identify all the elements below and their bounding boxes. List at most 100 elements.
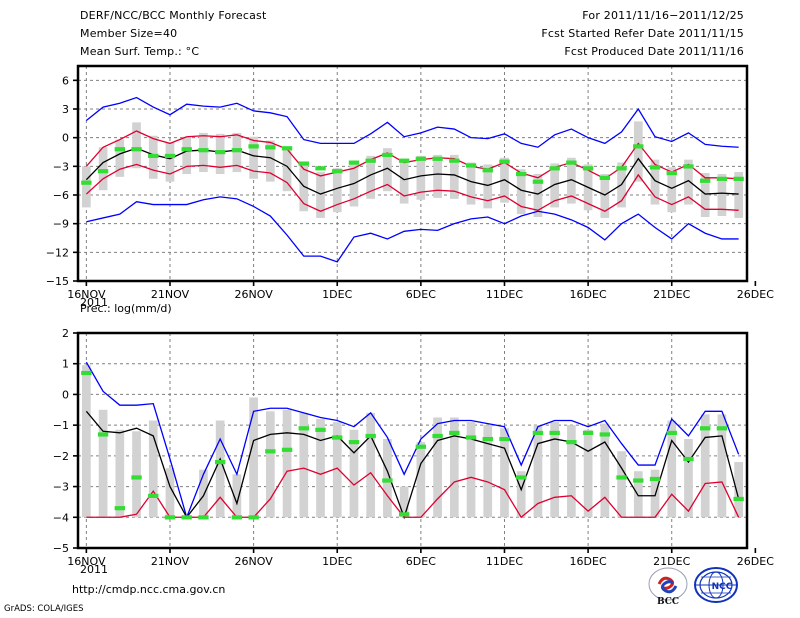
ensemble-spread-bar	[650, 159, 660, 205]
ensemble-spread-bar	[265, 140, 275, 182]
series-line-mean	[85, 410, 740, 520]
median-marker	[599, 432, 611, 437]
median-marker	[248, 144, 259, 149]
ensemble-spread-bar	[165, 142, 175, 182]
ensemble-spread-bar	[115, 139, 125, 177]
median-marker	[582, 430, 594, 436]
ensemble-spread-bar	[734, 172, 743, 218]
median-marker	[549, 166, 560, 171]
median-marker	[499, 436, 510, 442]
ensemble-spread-bar	[684, 438, 693, 518]
series-line-lower_quartile	[86, 467, 740, 519]
ensemble-spread-bar	[316, 172, 325, 218]
x-tick-label: 16NOV	[67, 288, 106, 301]
series-line-upper_quartile	[85, 130, 739, 180]
median-marker	[164, 153, 176, 159]
median-marker	[365, 433, 376, 439]
median-marker	[332, 169, 343, 174]
median-marker	[700, 178, 711, 183]
ensemble-spread-bar	[567, 157, 576, 204]
ensemble-spread-bar	[483, 164, 493, 209]
ensemble-spread-bar	[165, 468, 175, 518]
median-marker	[616, 166, 627, 171]
median-marker	[516, 475, 527, 480]
ensemble-spread-bar	[299, 165, 309, 212]
median-marker	[666, 171, 677, 176]
ensemble-spread-bar	[399, 158, 409, 204]
x-tick-label: 6DEC	[406, 288, 436, 301]
ensemble-spread-bar	[717, 173, 727, 217]
median-marker	[499, 159, 510, 164]
median-marker	[97, 169, 109, 174]
ensemble-spread-bar	[349, 164, 359, 207]
median-marker	[231, 515, 243, 520]
ensemble-spread-bar	[433, 417, 442, 518]
series-line-max	[85, 96, 739, 148]
ensemble-spread-bar	[449, 154, 459, 199]
y-tick-label: 6	[62, 74, 69, 87]
ncc-logo-text: NCC	[712, 582, 733, 592]
ensemble-spread-bar	[215, 420, 225, 518]
median-marker	[415, 444, 427, 449]
y-tick-label: 3	[62, 103, 69, 116]
ncc-logo: NCC	[692, 566, 740, 608]
ensemble-spread-bar	[132, 122, 141, 169]
plot-frame	[76, 331, 749, 550]
ensemble-spread-bar	[148, 420, 158, 518]
ensemble-spread-bar	[115, 429, 125, 518]
ensemble-spread-bar	[82, 166, 91, 208]
ensemble-spread-bar	[633, 471, 643, 518]
ensemble-spread-bar	[600, 173, 610, 218]
top-panel-year-label: 2011	[80, 296, 108, 309]
ensemble-spread-bar	[700, 414, 710, 518]
ensemble-spread-bar	[583, 429, 593, 518]
ensemble-spread-bar	[282, 409, 292, 518]
median-marker	[265, 449, 276, 454]
ensemble-spread-bar	[667, 167, 677, 213]
y-tick-label: −2	[53, 450, 69, 463]
median-marker	[181, 147, 192, 152]
forecast-title: DERF/NCC/BCC Monthly Forecast	[80, 9, 267, 22]
x-tick-label: 1DEC	[322, 555, 352, 568]
median-marker	[633, 144, 644, 149]
y-tick-label: −15	[46, 275, 69, 288]
median-marker	[649, 476, 661, 482]
grads-credit: GrADS: COLA/IGES	[4, 604, 84, 614]
median-marker	[465, 435, 477, 440]
ensemble-spread-bar	[366, 412, 376, 518]
ensemble-spread-bar	[232, 132, 242, 173]
median-marker	[415, 156, 427, 161]
median-marker	[214, 460, 226, 465]
ensemble-spread-bar	[232, 474, 242, 518]
median-marker	[532, 430, 544, 436]
series-line-mean	[85, 147, 739, 196]
ensemble-spread-bar	[550, 163, 560, 208]
x-tick-label: 11DEC	[486, 288, 523, 301]
precip-panel-title: Prec.: log(mm/d)	[80, 302, 172, 315]
ensemble-spread-bar	[249, 397, 258, 518]
median-marker	[114, 506, 125, 511]
median-marker	[700, 426, 711, 431]
x-tick-label: 16DEC	[570, 555, 607, 568]
website-url[interactable]: http://cmdp.ncc.cma.gov.cn	[72, 583, 226, 596]
median-marker	[198, 515, 209, 520]
x-tick-label: 26DEC	[737, 288, 774, 301]
median-marker	[398, 512, 410, 517]
x-tick-label: 16NOV	[67, 555, 106, 568]
bottom-panel-year-label: 2011	[80, 563, 108, 576]
median-marker	[683, 456, 694, 462]
ensemble-spread-bar	[316, 419, 325, 518]
ensemble-spread-bar	[98, 409, 108, 518]
median-marker	[549, 430, 560, 436]
median-marker	[348, 160, 360, 165]
ensemble-spread-bar	[500, 428, 509, 518]
forecast-start-date-label: Fcst Started Refer Date 2011/11/15	[541, 27, 744, 40]
y-tick-label: −6	[53, 189, 69, 202]
ensemble-spread-bar	[132, 431, 141, 518]
ensemble-spread-bar	[399, 486, 409, 518]
x-tick-label: 26DEC	[737, 555, 774, 568]
ensemble-spread-bar	[416, 442, 426, 518]
